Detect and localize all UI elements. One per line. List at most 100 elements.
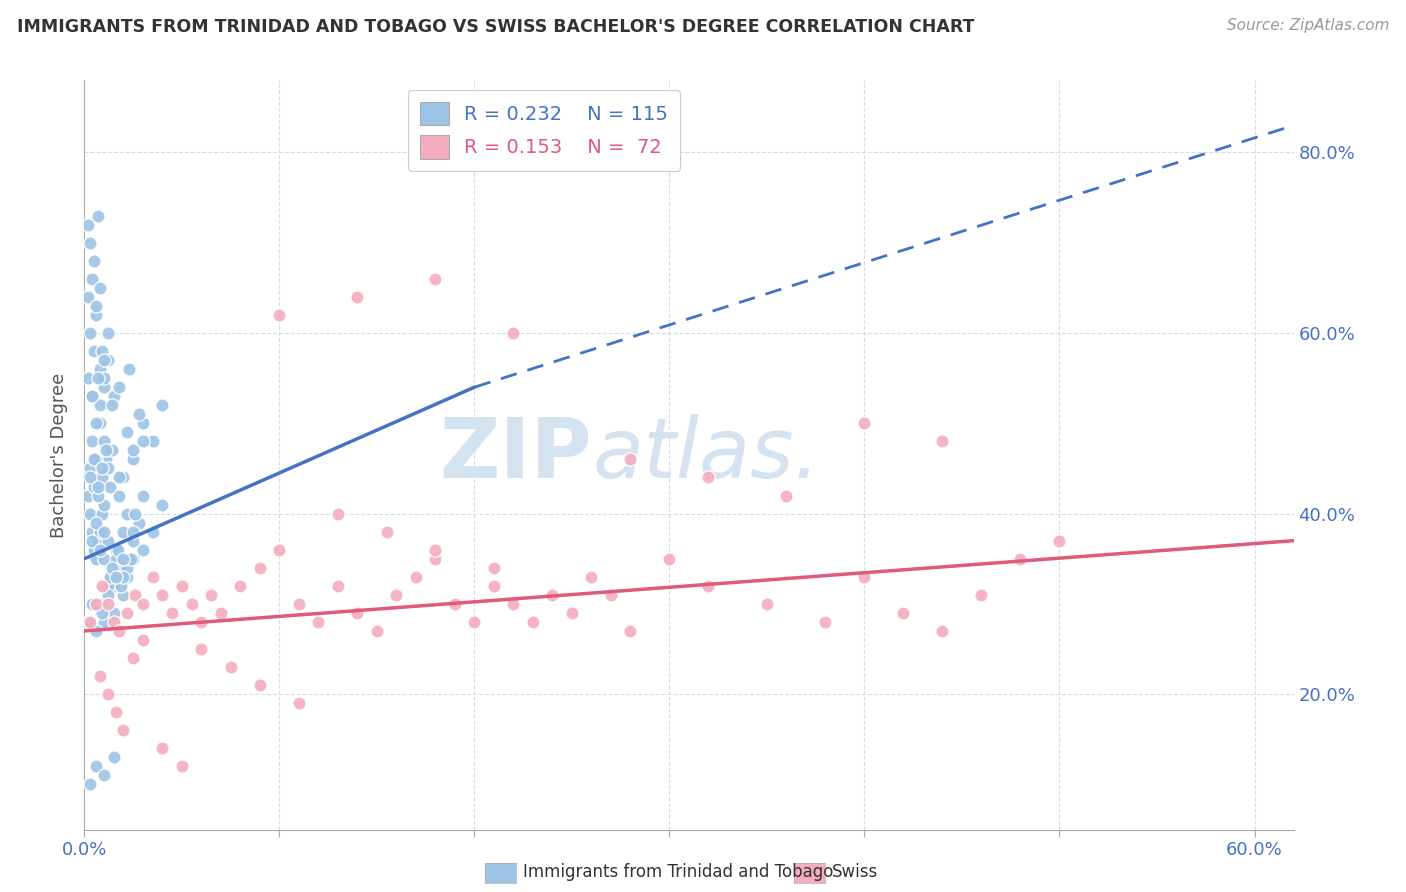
Point: [307, 615, 329, 629]
Point: [619, 452, 641, 467]
Point: [108, 561, 131, 575]
Point: [288, 696, 311, 710]
Point: [853, 570, 876, 584]
Text: atlas.: atlas.: [592, 415, 820, 495]
Point: [108, 380, 131, 394]
Point: [112, 551, 135, 566]
Point: [366, 624, 388, 638]
Point: [77, 371, 100, 385]
Point: [425, 551, 447, 566]
Point: [1049, 533, 1071, 548]
Point: [108, 561, 131, 575]
Point: [93, 768, 115, 782]
Point: [84, 452, 107, 467]
Text: Source: ZipAtlas.com: Source: ZipAtlas.com: [1226, 18, 1389, 33]
Point: [541, 588, 564, 602]
Point: [122, 651, 145, 665]
Point: [84, 759, 107, 773]
Point: [142, 434, 165, 449]
Point: [90, 470, 112, 484]
Text: ZIP: ZIP: [440, 415, 592, 495]
Point: [132, 542, 155, 557]
Point: [108, 624, 131, 638]
Point: [84, 308, 107, 322]
Point: [97, 588, 120, 602]
Point: [90, 606, 112, 620]
Point: [83, 344, 105, 359]
Point: [288, 597, 311, 611]
Point: [326, 579, 349, 593]
Point: [142, 570, 165, 584]
Point: [104, 570, 127, 584]
Point: [482, 561, 505, 575]
Point: [269, 308, 291, 322]
Point: [82, 533, 104, 548]
Point: [89, 524, 111, 539]
Point: [77, 290, 100, 304]
Point: [94, 443, 117, 458]
Point: [697, 470, 720, 484]
Point: [103, 750, 125, 764]
Point: [89, 669, 111, 683]
Point: [79, 615, 101, 629]
Point: [89, 362, 111, 376]
Point: [89, 597, 111, 611]
Point: [93, 498, 115, 512]
Point: [658, 551, 681, 566]
Point: [89, 542, 111, 557]
Point: [107, 542, 129, 557]
Point: [90, 461, 112, 475]
Point: [90, 579, 112, 593]
Point: [122, 452, 145, 467]
Point: [150, 741, 173, 756]
Point: [83, 452, 105, 467]
Point: [463, 615, 485, 629]
Point: [82, 389, 104, 403]
Point: [84, 597, 107, 611]
Point: [326, 507, 349, 521]
Point: [90, 344, 112, 359]
Point: [82, 434, 104, 449]
Text: Swiss: Swiss: [832, 863, 879, 881]
Point: [122, 524, 145, 539]
Point: [1010, 551, 1032, 566]
Point: [108, 470, 131, 484]
Point: [100, 570, 122, 584]
Point: [112, 570, 135, 584]
Point: [117, 425, 139, 440]
Point: [103, 579, 125, 593]
Point: [122, 533, 145, 548]
Point: [132, 632, 155, 647]
Point: [110, 579, 132, 593]
Point: [117, 606, 139, 620]
Text: Immigrants from Trinidad and Tobago: Immigrants from Trinidad and Tobago: [523, 863, 834, 881]
Point: [853, 417, 876, 431]
Point: [160, 606, 183, 620]
Point: [77, 489, 100, 503]
Point: [229, 579, 252, 593]
Point: [482, 579, 505, 593]
Point: [87, 209, 110, 223]
Point: [190, 615, 212, 629]
Point: [124, 588, 146, 602]
Point: [249, 561, 271, 575]
Point: [132, 597, 155, 611]
Point: [82, 389, 104, 403]
Point: [87, 371, 110, 385]
Point: [97, 597, 120, 611]
Point: [112, 723, 135, 738]
Point: [79, 777, 101, 791]
Point: [970, 588, 993, 602]
Point: [893, 606, 915, 620]
Point: [581, 570, 603, 584]
Point: [170, 759, 193, 773]
Point: [200, 588, 222, 602]
Point: [93, 524, 115, 539]
Point: [249, 678, 271, 692]
Point: [79, 461, 101, 475]
Point: [150, 588, 173, 602]
Point: [89, 281, 111, 295]
Point: [150, 398, 173, 412]
Point: [697, 579, 720, 593]
Point: [122, 443, 145, 458]
